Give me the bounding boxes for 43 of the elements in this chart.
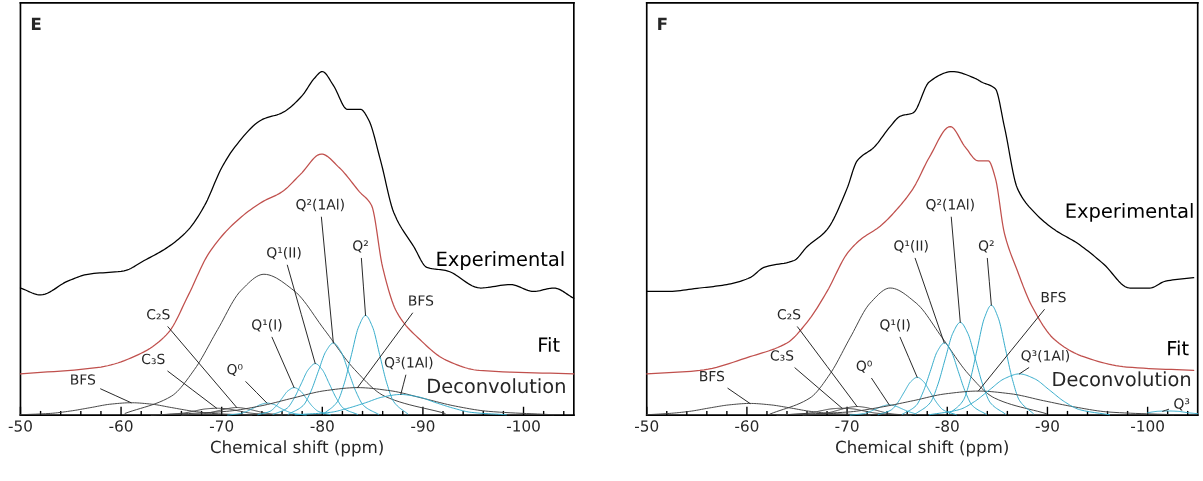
annotation: Q³(1Al)	[384, 356, 433, 370]
x-tick-label: -80	[935, 420, 959, 432]
annotation: C₃S	[142, 353, 165, 365]
x-tick-label: -100	[1131, 420, 1164, 432]
series-label: Experimental	[437, 251, 564, 270]
x-tick-label: -50	[8, 420, 32, 432]
annotation: Deconvolution	[1053, 371, 1191, 387]
annotation: Q⁰	[227, 363, 243, 377]
x-axis-title: Chemical shift (ppm)	[836, 440, 1008, 457]
x-tick-label: -60	[109, 420, 133, 432]
x-tick-label: -90	[1035, 420, 1059, 432]
annotation: Q²	[978, 240, 994, 253]
annotation: Q³	[1174, 398, 1190, 411]
annotation: C₃S	[770, 350, 794, 361]
annotation: Q²	[353, 240, 368, 253]
annotation: Q⁰	[856, 360, 872, 373]
x-tick-label: -100	[506, 420, 540, 432]
series-label: Fit	[539, 336, 560, 352]
annotation: BFS	[409, 295, 434, 306]
annotation: C₂S	[147, 309, 170, 320]
annotation: Q²(1Al)	[926, 198, 974, 212]
annotation: BFS	[700, 370, 725, 382]
annotation: Q²(1Al)	[296, 198, 344, 212]
annotation: BFS	[1041, 291, 1066, 303]
annotation: Q¹(I)	[252, 319, 282, 332]
annotation: Deconvolution	[428, 378, 565, 394]
annotation: Q³(1Al)	[1021, 349, 1070, 363]
x-tick-label: -90	[411, 420, 435, 432]
x-tick-label: -70	[209, 420, 234, 432]
x-tick-label: -50	[635, 420, 659, 432]
chart-title: E	[31, 17, 41, 30]
x-tick-label: -60	[735, 420, 759, 432]
x-tick-label: -70	[835, 420, 859, 432]
x-axis-title: Chemical shift (ppm)	[210, 440, 383, 457]
x-tick-label: -80	[310, 420, 334, 432]
chart-title: F	[658, 17, 667, 30]
annotation: BFS	[71, 374, 96, 385]
series-label: Fit	[1168, 340, 1189, 356]
series-label: Experimental	[1066, 203, 1193, 222]
annotation: C₂S	[777, 309, 801, 320]
annotation: Q¹(II)	[267, 246, 301, 260]
annotation: Q¹(II)	[894, 240, 928, 253]
annotation: Q¹(I)	[880, 319, 910, 332]
